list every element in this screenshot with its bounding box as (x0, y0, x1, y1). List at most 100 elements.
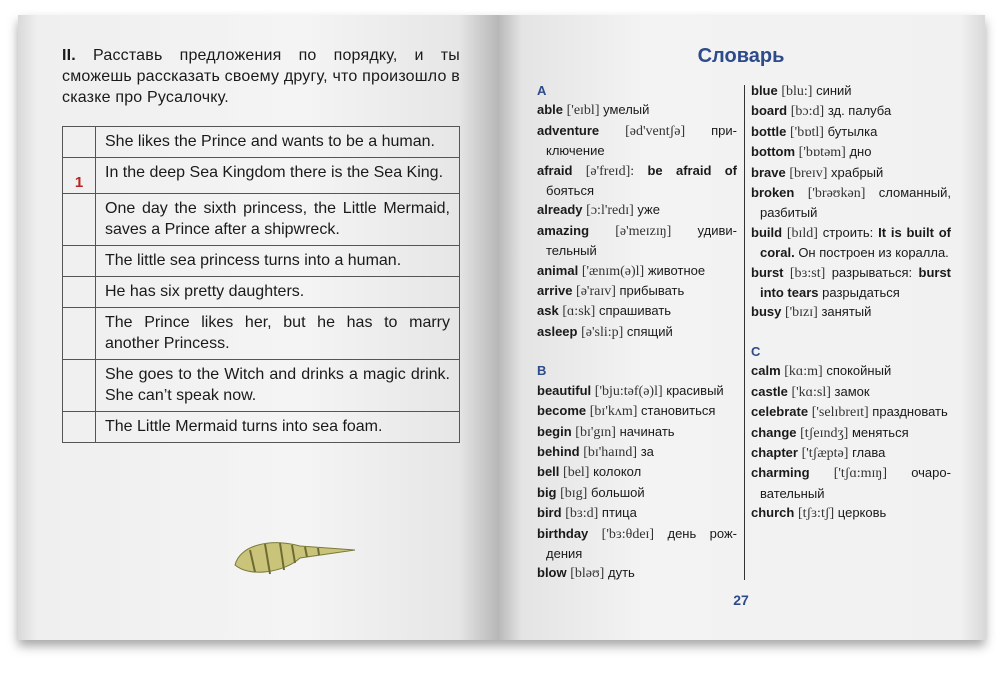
translation: бутылка (827, 123, 878, 139)
translation: глава (852, 444, 886, 460)
sentence-cell: The Little Mermaid turns into sea foam. (95, 411, 460, 443)
transcription: [tʃɜ:tʃ] (797, 506, 835, 522)
left-page: II. Расставь предложения по порядку, и т… (18, 15, 497, 640)
dictionary-entry: amazing [ə'meɪzɪŋ] удиви­тельный (537, 221, 737, 261)
headword: castle (751, 383, 788, 399)
dictionary-entry: afraid [ə'freɪd]: be afraid of бояться (537, 161, 737, 201)
dictionary-entry: broken ['brəʊkən] сломан­ный, разбитый (751, 183, 951, 223)
sentence-cell: The little sea princess turns into a hu­… (95, 245, 460, 277)
translation: умелый (603, 102, 650, 118)
headword: already (537, 202, 583, 218)
translation: замок (834, 383, 870, 399)
dictionary-entry: adventure [əd'ventʃə] при­ключение (537, 121, 737, 161)
sentence-cell: He has six pretty daughters. (95, 276, 460, 308)
transcription: ['tʃɑ:mɪŋ] (833, 466, 888, 482)
headword: bottom (751, 144, 796, 160)
headword: calm (751, 363, 781, 379)
translation: церковь (837, 505, 887, 521)
order-number-cell[interactable]: 1 (62, 157, 96, 194)
dictionary-entry: able ['eɪbl] умелый (537, 100, 737, 120)
order-number-cell[interactable] (62, 411, 96, 443)
dictionary-entry: celebrate ['selɪbreɪt] празд­новать (751, 402, 951, 422)
dictionary-entry: arrive [ə'raɪv] прибывать (537, 281, 737, 301)
dictionary-entry: board [bɔ:d] зд. палуба (751, 101, 951, 121)
headword: busy (751, 304, 782, 320)
table-row: The Little Mermaid turns into sea foam. (62, 411, 460, 443)
letter-heading: B (537, 363, 547, 379)
dictionary-entry: bottom ['bɒtəm] дно (751, 142, 951, 162)
transcription: [bɪ'haɪnd] (583, 444, 638, 460)
transcription: ['bɒtəm] (798, 145, 846, 161)
headword: beautiful (537, 382, 592, 398)
translation: удиви­тельный (546, 222, 737, 259)
translation: большой (590, 484, 645, 500)
headword: broken (751, 185, 795, 201)
headword: chapter (751, 444, 798, 460)
open-book: II. Расставь предложения по порядку, и т… (18, 15, 985, 640)
order-number-cell[interactable] (62, 307, 96, 360)
translation: спящий (626, 323, 673, 339)
transcription: [ɔ:l'redɪ] (586, 203, 634, 219)
table-row: One day the sixth princess, the Little M… (62, 193, 460, 246)
table-row: She likes the Prince and wants to be a h… (62, 126, 460, 158)
transcription: ['brəʊkən] (807, 186, 866, 202)
translation: становиться (641, 403, 716, 419)
headword: bottle (751, 123, 787, 139)
letter-heading: A (537, 83, 547, 98)
order-number-cell[interactable] (62, 359, 96, 412)
table-row: The little sea princess turns into a hu­… (62, 245, 460, 277)
dictionary-entry: birthday ['bɜ:θdeɪ] день рож­дения (537, 524, 737, 564)
order-number-cell[interactable] (62, 276, 96, 308)
dictionary-entry: church [tʃɜ:tʃ] церковь (751, 503, 951, 523)
translation: очаро­вательный (760, 465, 951, 501)
dictionary-entry: big [bɪg] большой (537, 483, 737, 503)
headword: church (751, 505, 795, 521)
sentence-cell: The Prince likes her, but he has to marr… (95, 307, 460, 360)
page-number: 27 (733, 592, 749, 608)
transcription: [bɪ'kʌm] (589, 404, 638, 420)
headword: asleep (537, 323, 578, 339)
translation: Он по­строен из коралла. (798, 245, 949, 261)
transcription: [əd'ventʃə] (625, 123, 686, 139)
translation: при­ключение (546, 122, 737, 159)
dictionary-column-2: blue [blu:] синий board [bɔ:d] зд. палуба… (751, 81, 951, 524)
transcription: [bɜ:st] (789, 265, 826, 281)
headword: blue (751, 83, 778, 98)
headword: blow (537, 565, 567, 581)
dictionary-entry: brave [breɪv] храбрый (751, 163, 951, 183)
order-number-cell[interactable] (62, 193, 96, 246)
headword: arrive (537, 283, 573, 299)
transcription: [bɔ:d] (790, 104, 825, 120)
sentence-order-table: She likes the Prince and wants to be a h… (62, 126, 460, 443)
translation: строить: (822, 224, 874, 240)
transcription: [bɪld] (786, 225, 818, 241)
translation: занятый (821, 304, 872, 320)
headword: It is built of coral. (760, 224, 951, 261)
translation: синий (816, 83, 852, 98)
headword: build (751, 224, 783, 240)
transcription: ['kɑ:sl] (791, 384, 831, 400)
translation: начинать (619, 423, 675, 439)
translation: спрашивать (598, 303, 672, 319)
dictionary-entry: behind [bɪ'haɪnd] за (537, 442, 737, 462)
dictionary-entry: blue [blu:] синий (751, 81, 951, 101)
translation: менять­ся (851, 424, 909, 440)
translation: день рож­дения (546, 525, 737, 561)
dictionary-entry: bottle ['bɒtl] бутылка (751, 122, 951, 142)
seashell-illustration (234, 542, 356, 575)
transcription: ['bju:təf(ə)l] (594, 383, 663, 399)
transcription: [bləʊ] (570, 566, 605, 582)
headword: celebrate (751, 404, 809, 420)
dictionary-entry: asleep [ə'sli:p] спящий (537, 322, 737, 342)
transcription: [ə'raɪv] (576, 284, 616, 300)
transcription: ['ænɪm(ə)l] (581, 263, 645, 279)
table-row: He has six pretty daughters. (62, 276, 460, 308)
order-number-cell[interactable] (62, 126, 96, 158)
dictionary-entry: already [ɔ:l'redɪ] уже (537, 200, 737, 220)
headword: birthday (537, 525, 589, 541)
order-number-cell[interactable] (62, 245, 96, 277)
translation: за (640, 443, 654, 459)
dictionary-entry: bell [bel] колокол (537, 462, 737, 482)
headword: able (537, 102, 564, 118)
headword: amazing (537, 222, 590, 238)
